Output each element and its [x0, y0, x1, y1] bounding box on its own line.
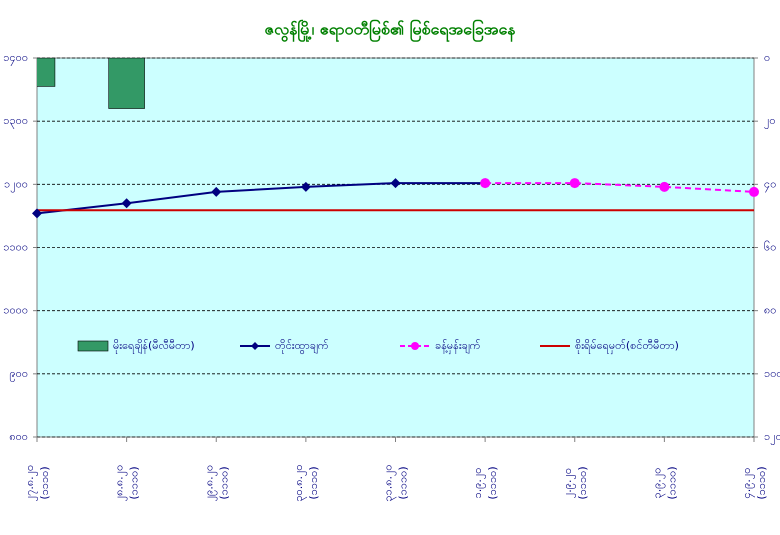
x-tick-sublabel: (၁၁၁၀): [755, 466, 768, 499]
x-tick-label: ၂၇.၈.၂၀: [23, 465, 38, 501]
x-label: ၁.၉.၂၀ (၁၁၁၀): [471, 466, 499, 499]
marker: [390, 178, 401, 189]
legend-marker: [251, 342, 259, 350]
series-line: [485, 182, 754, 193]
y-tick-label: ၁၃၀၀: [3, 114, 28, 129]
y2-tick-label: ၄၀: [764, 177, 776, 192]
y2-tick-label: ၈၀: [764, 304, 776, 317]
y-tick-label: ၁၂၀၀: [4, 177, 28, 192]
x-tick-sublabel: (၁၁၁၀): [307, 466, 320, 499]
y2-tick-label: ၀: [764, 51, 770, 64]
series-layer: [37, 58, 754, 215]
x-tick-sublabel: (၁၁၁၀): [486, 466, 499, 499]
y-tick-label: ၁၄၀၀: [3, 51, 28, 66]
marker: [569, 178, 580, 189]
x-tick-label: ၃.၉.၂၀: [650, 468, 665, 499]
x-tick-sublabel: (၁၁၁၀): [38, 466, 51, 499]
marker: [300, 181, 311, 192]
bar: [37, 58, 56, 87]
x-tick-sublabel: (၁၁၁၀): [397, 466, 410, 499]
x-label: ၃၁.၈.၂၀ (၁၁၁၀): [382, 464, 410, 501]
y2-tick-label: ၁၂၀: [764, 430, 780, 445]
x-tick-label: ၃၁.၈.၂၀: [382, 464, 397, 501]
x-label: ၂၈.၈.၂၀ (၁၁၁၀): [113, 465, 141, 502]
y-tick-label: ၁၁၀၀: [3, 241, 28, 254]
x-tick-sublabel: (၁၁၁၀): [665, 466, 678, 499]
x-tick-sublabel: (၁၁၁၀): [576, 466, 589, 499]
x-tick-label: ၂.၉.၂၀: [561, 468, 576, 498]
x-tick-label: ၂၈.၈.၂၀: [113, 465, 128, 502]
y2-tick-label: ၁၀၀: [764, 367, 780, 380]
y-tick-label: ၁၀၀၀: [3, 304, 28, 317]
y2-tick-label: ၆၀: [764, 241, 776, 254]
marker-layer: [32, 178, 759, 219]
x-label: ၂၉.၈.၂၀ (၁၁၁၀): [202, 465, 230, 501]
y-tick-label: ၉၀၀: [9, 367, 28, 382]
y2-tick-label: ၂၀: [764, 114, 776, 129]
x-tick-label: ၄.၉.၂၀: [740, 468, 755, 499]
x-tick-label: ၃၀.၈.၂၀: [292, 464, 307, 501]
x-label: ၃.၉.၂၀ (၁၁၁၀): [650, 466, 678, 499]
bar: [108, 58, 145, 109]
x-label: ၃၀.၈.၂၀ (၁၁၁၀): [292, 464, 320, 501]
series-line: [37, 182, 486, 215]
marker: [749, 186, 759, 197]
x-tick-label: ၂၉.၈.၂၀: [202, 465, 217, 501]
marker: [121, 198, 132, 209]
legend-label: တိုင်းထွာချက်: [275, 339, 329, 354]
marker: [659, 181, 670, 192]
y-tick-label: ၈၀၀: [9, 430, 28, 443]
marker: [211, 186, 222, 197]
marker: [480, 178, 491, 189]
x-label: ၄.၉.၂၀ (၁၁၁၀): [740, 466, 768, 499]
legend-label: စိုးရိမ်ရေမှတ်(စင်တီမီတာ): [575, 339, 679, 354]
x-label: ၂၇.၈.၂၀ (၁၁၁၀): [23, 465, 51, 501]
legend-marker: [411, 342, 419, 350]
x-tick-sublabel: (၁၁၁၀): [128, 466, 141, 499]
marker: [32, 208, 42, 219]
legend-label: မိုးရေချိန်(မီလီမီတာ): [113, 339, 195, 354]
x-tick-label: ၁.၉.၂၀: [471, 468, 486, 499]
x-tick-sublabel: (၁၁၁၀): [217, 466, 230, 499]
legend-label: ခန့်မှန်းချက်: [435, 339, 481, 354]
x-label: ၂.၉.၂၀ (၁၁၁၀): [561, 466, 589, 499]
legend-swatch: [77, 340, 109, 352]
